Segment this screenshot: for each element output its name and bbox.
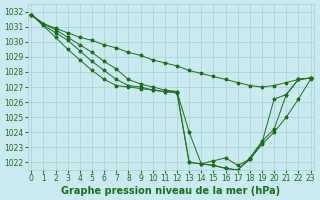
- X-axis label: Graphe pression niveau de la mer (hPa): Graphe pression niveau de la mer (hPa): [61, 186, 281, 196]
